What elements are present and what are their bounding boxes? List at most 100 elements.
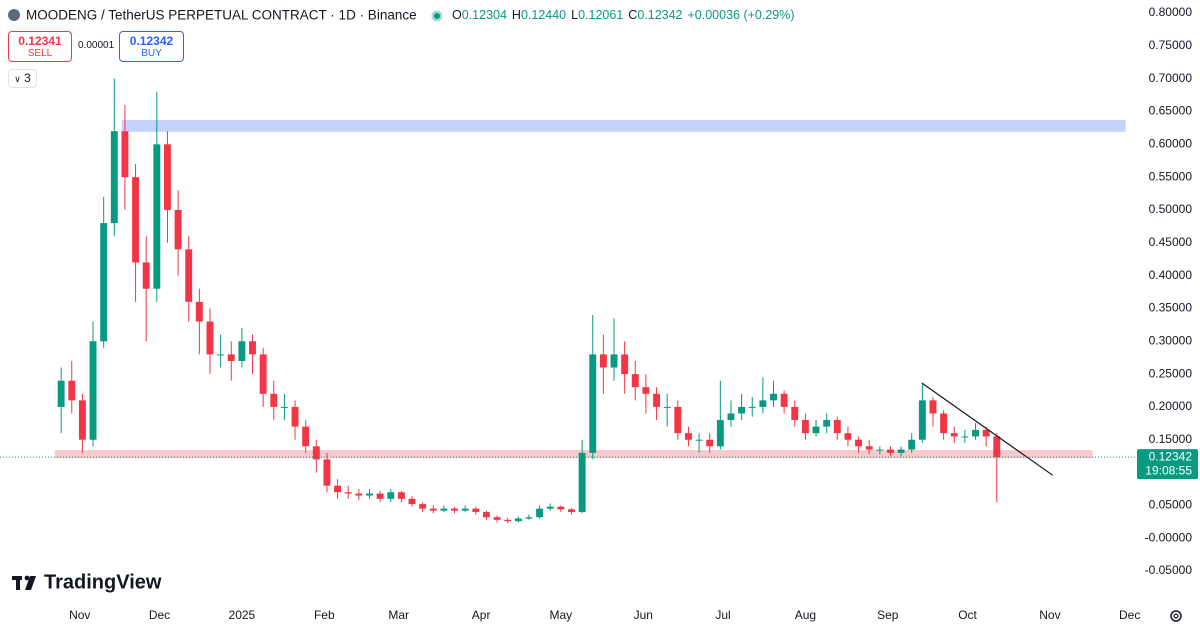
x-tick-label: Dec bbox=[1119, 608, 1140, 622]
chevron[interactable]: ∨ bbox=[14, 74, 21, 84]
x-tick-label: Aug bbox=[795, 608, 816, 622]
candle-body bbox=[238, 341, 246, 361]
logo-mark bbox=[25, 576, 36, 590]
price-tag-value: 0.12342 bbox=[1149, 449, 1193, 463]
candle-body bbox=[865, 446, 873, 450]
candle-body bbox=[929, 400, 937, 414]
ohlc-value: 0.12342 bbox=[637, 8, 682, 22]
candle-body bbox=[78, 400, 86, 440]
buy-button[interactable]: 0.12342 BUY bbox=[119, 31, 184, 62]
y-tick-label: 0.15000 bbox=[1149, 432, 1193, 446]
candle-body bbox=[961, 436, 969, 438]
logo-mark bbox=[24, 575, 30, 581]
buy-label[interactable]: BUY bbox=[141, 48, 162, 59]
candle-body bbox=[376, 493, 384, 499]
y-tick-label: 0.25000 bbox=[1149, 366, 1193, 380]
x-tick-label: Apr bbox=[472, 608, 491, 622]
candle-body bbox=[100, 223, 108, 342]
x-tick-label: 2025 bbox=[229, 608, 256, 622]
candle-body bbox=[684, 433, 692, 440]
y-tick-label: 0.40000 bbox=[1149, 268, 1193, 282]
buy-price[interactable]: 0.12342 bbox=[129, 34, 174, 48]
candle-body bbox=[599, 354, 607, 368]
candle-body bbox=[397, 492, 405, 499]
candle-body bbox=[344, 492, 352, 494]
candle-body bbox=[972, 429, 979, 437]
candle-body bbox=[716, 420, 724, 447]
candle-body bbox=[982, 429, 990, 437]
y-tick-label: 0.75000 bbox=[1149, 38, 1193, 52]
candle-body bbox=[493, 517, 501, 520]
candle-body bbox=[334, 485, 342, 493]
y-tick-label: 0.45000 bbox=[1149, 235, 1193, 249]
ohlc-value: 0.12304 bbox=[462, 8, 507, 22]
candle-body bbox=[823, 420, 831, 427]
candle-body bbox=[68, 380, 76, 401]
candle-body bbox=[217, 354, 225, 356]
sell-label[interactable]: SELL bbox=[27, 48, 53, 59]
sell-button[interactable]: 0.12341 SELL bbox=[8, 31, 72, 62]
candle-body bbox=[291, 406, 299, 427]
sell-price[interactable]: 0.12341 bbox=[18, 34, 62, 48]
candle-body bbox=[514, 518, 522, 522]
x-tick-label: Mar bbox=[388, 608, 409, 622]
indicators-toggle[interactable]: ∨ 3 bbox=[8, 69, 37, 88]
candle-body bbox=[429, 508, 437, 511]
candle-body bbox=[791, 406, 799, 421]
ohlc-value: 0.12061 bbox=[578, 8, 623, 22]
trendline bbox=[921, 382, 1053, 476]
price-tag-countdown: 19:08:55 bbox=[1145, 463, 1192, 477]
ohlc-value: 0.12440 bbox=[521, 8, 566, 22]
candle-body bbox=[812, 426, 820, 434]
y-tick-label: 0.60000 bbox=[1149, 136, 1193, 150]
candle-body bbox=[440, 508, 448, 511]
candle-body bbox=[132, 177, 140, 263]
candle-body bbox=[164, 144, 171, 210]
logo: TradingView bbox=[12, 571, 162, 593]
zone bbox=[121, 120, 1126, 132]
candle-body bbox=[482, 511, 490, 518]
settings-icon[interactable] bbox=[1170, 610, 1182, 622]
candle-body bbox=[748, 406, 756, 408]
gear-center[interactable] bbox=[1173, 613, 1179, 619]
logo-mark bbox=[16, 576, 20, 590]
ohlc-key: L bbox=[571, 8, 578, 22]
y-tick-label: 0.55000 bbox=[1149, 169, 1193, 183]
candle-body bbox=[833, 420, 841, 434]
candle-body bbox=[259, 354, 267, 394]
symbol-title: MOODENG / TetherUS PERPETUAL CONTRACT · … bbox=[26, 8, 417, 23]
candle-body bbox=[387, 492, 395, 499]
x-tick-label: Nov bbox=[1039, 608, 1060, 622]
candle-body bbox=[57, 380, 65, 407]
candle-body bbox=[801, 420, 809, 434]
candle-body bbox=[780, 393, 788, 407]
candle-body bbox=[568, 509, 575, 512]
candle-body bbox=[302, 426, 310, 447]
candle-body bbox=[142, 262, 150, 289]
candle-body bbox=[89, 341, 97, 440]
indicators-count[interactable]: 3 bbox=[24, 71, 31, 85]
candle-body bbox=[653, 393, 661, 407]
candle-body bbox=[472, 508, 480, 512]
gear[interactable] bbox=[1170, 610, 1182, 622]
candle-body bbox=[366, 493, 373, 496]
y-tick-label: -0.00000 bbox=[1145, 530, 1193, 544]
y-tick-label: 0.20000 bbox=[1149, 399, 1193, 413]
y-tick-label: 0.35000 bbox=[1149, 301, 1193, 315]
candle-body bbox=[727, 413, 735, 421]
candle-body bbox=[993, 436, 1001, 458]
candle-body bbox=[536, 508, 544, 518]
candle-body bbox=[355, 493, 363, 496]
plot bbox=[0, 78, 1135, 524]
status-dot bbox=[434, 13, 440, 19]
zones bbox=[54, 120, 1126, 459]
ohlc-legend: O0.12304 H0.12440 L0.12061 C0.12342 +0.00036… bbox=[452, 8, 795, 22]
x-tick-label: Dec bbox=[149, 608, 170, 622]
candle-body bbox=[855, 439, 863, 447]
x-tick-label: Sep bbox=[877, 608, 899, 622]
candle-body bbox=[323, 459, 331, 486]
y-tick-label: 0.50000 bbox=[1149, 202, 1193, 216]
x-tick-label: Nov bbox=[69, 608, 90, 622]
candle-body bbox=[578, 452, 586, 512]
candle-body bbox=[525, 517, 533, 519]
